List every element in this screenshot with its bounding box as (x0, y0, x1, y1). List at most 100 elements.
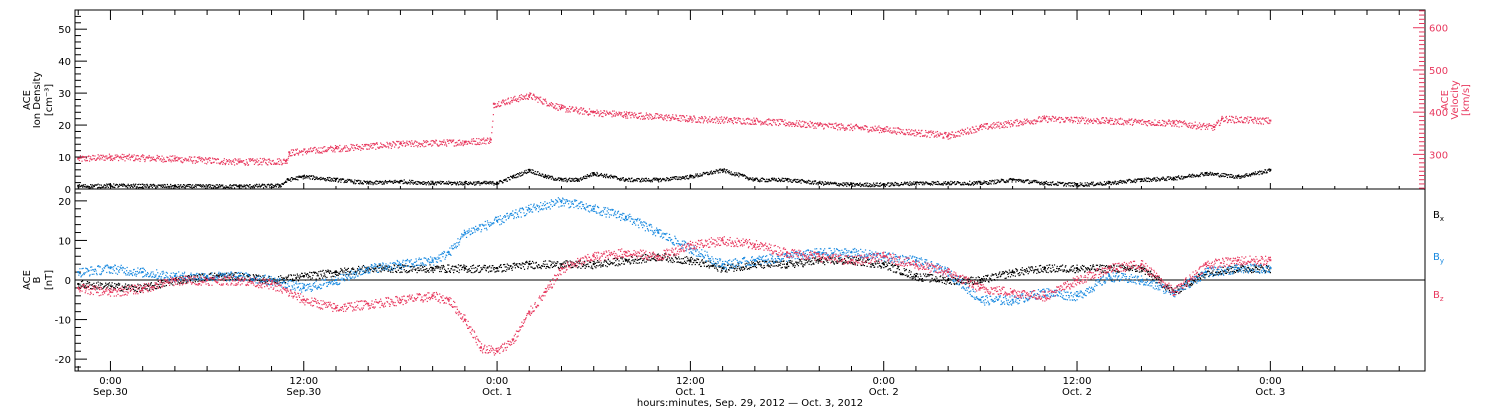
density-sample (273, 185, 274, 186)
density-sample (1076, 184, 1077, 185)
density-sample (1043, 182, 1044, 183)
density-sample (890, 183, 891, 184)
density-sample (372, 182, 373, 183)
velocity-sample (224, 158, 225, 159)
density-sample (443, 181, 444, 182)
velocity-sample (386, 146, 387, 147)
density-sample (411, 182, 412, 183)
density-sample (1031, 182, 1032, 183)
density-sample (650, 180, 651, 181)
velocity-sample (79, 160, 80, 161)
velocity-sample (1183, 121, 1184, 122)
density-sample (605, 177, 606, 178)
velocity-sample (682, 119, 683, 120)
density-sample (852, 186, 853, 187)
density-sample (195, 186, 196, 187)
velocity-sample (1188, 127, 1189, 128)
velocity-sample (746, 118, 747, 119)
velocity-sample (424, 146, 425, 147)
density-sample (603, 176, 604, 177)
velocity-sample (1127, 121, 1128, 122)
x-tick-label-time: 12:00 (676, 376, 705, 387)
velocity-sample (519, 97, 520, 98)
x-tick-label-time: 12:00 (289, 376, 318, 387)
velocity-sample (906, 130, 907, 131)
velocity-sample (143, 155, 144, 156)
velocity-sample (1070, 121, 1071, 122)
velocity-sample (1205, 129, 1206, 130)
density-sample (768, 179, 769, 180)
density-sample (1117, 183, 1118, 184)
velocity-sample (814, 123, 815, 124)
velocity-sample (353, 144, 354, 145)
density-sample (948, 183, 949, 184)
density-sample (326, 179, 327, 180)
density-sample (1121, 182, 1122, 183)
density-sample (1270, 170, 1271, 171)
density-sample (778, 178, 779, 179)
density-sample (1017, 179, 1018, 180)
density-sample (85, 184, 86, 185)
density-sample (144, 184, 145, 185)
velocity-sample (959, 136, 960, 137)
density-sample (555, 178, 556, 179)
velocity-sample (506, 102, 507, 103)
velocity-sample (1243, 122, 1244, 123)
density-sample (1165, 180, 1166, 181)
velocity-sample (482, 138, 483, 139)
velocity-sample (399, 146, 400, 147)
density-sample (519, 172, 520, 173)
velocity-sample (643, 118, 644, 119)
bx-sample (98, 282, 99, 283)
velocity-sample (659, 115, 660, 116)
velocity-sample (140, 159, 141, 160)
density-sample (1099, 183, 1100, 184)
velocity-sample (892, 131, 893, 132)
density-sample (272, 187, 273, 188)
velocity-sample (298, 152, 299, 153)
velocity-sample (1149, 120, 1150, 121)
density-sample (212, 185, 213, 186)
velocity-sample (327, 147, 328, 148)
density-sample (553, 178, 554, 179)
density-sample (128, 184, 129, 185)
velocity-sample (389, 142, 390, 143)
velocity-sample (716, 117, 717, 118)
density-sample (1134, 181, 1135, 182)
velocity-sample (665, 115, 666, 116)
velocity-sample (1267, 122, 1268, 123)
velocity-sample (624, 111, 625, 112)
velocity-sample (269, 160, 270, 161)
velocity-sample (1168, 121, 1169, 122)
bx-sample (109, 288, 110, 289)
velocity-sample (413, 143, 414, 144)
velocity-sample (618, 114, 619, 115)
velocity-sample (753, 118, 754, 119)
velocity-sample (569, 106, 570, 107)
velocity-sample (101, 155, 102, 156)
velocity-sample (478, 138, 479, 139)
velocity-sample (563, 105, 564, 106)
density-sample (1020, 179, 1021, 180)
velocity-sample (1032, 120, 1033, 121)
density-sample (209, 184, 210, 185)
density-sample (1096, 184, 1097, 185)
velocity-sample (1233, 117, 1234, 118)
velocity-sample (297, 148, 298, 149)
velocity-sample (514, 96, 515, 97)
density-sample (196, 186, 197, 187)
density-sample (201, 185, 202, 186)
density-sample (919, 184, 920, 185)
velocity-sample (917, 132, 918, 133)
velocity-sample (850, 124, 851, 125)
velocity-sample (261, 164, 262, 165)
velocity-sample (293, 150, 294, 151)
density-sample (370, 184, 371, 185)
velocity-sample (262, 158, 263, 159)
velocity-sample (992, 128, 993, 129)
velocity-sample (1005, 126, 1006, 127)
velocity-sample (318, 147, 319, 148)
velocity-sample (173, 160, 174, 161)
velocity-sample (1075, 121, 1076, 122)
bx-sample (133, 289, 134, 290)
